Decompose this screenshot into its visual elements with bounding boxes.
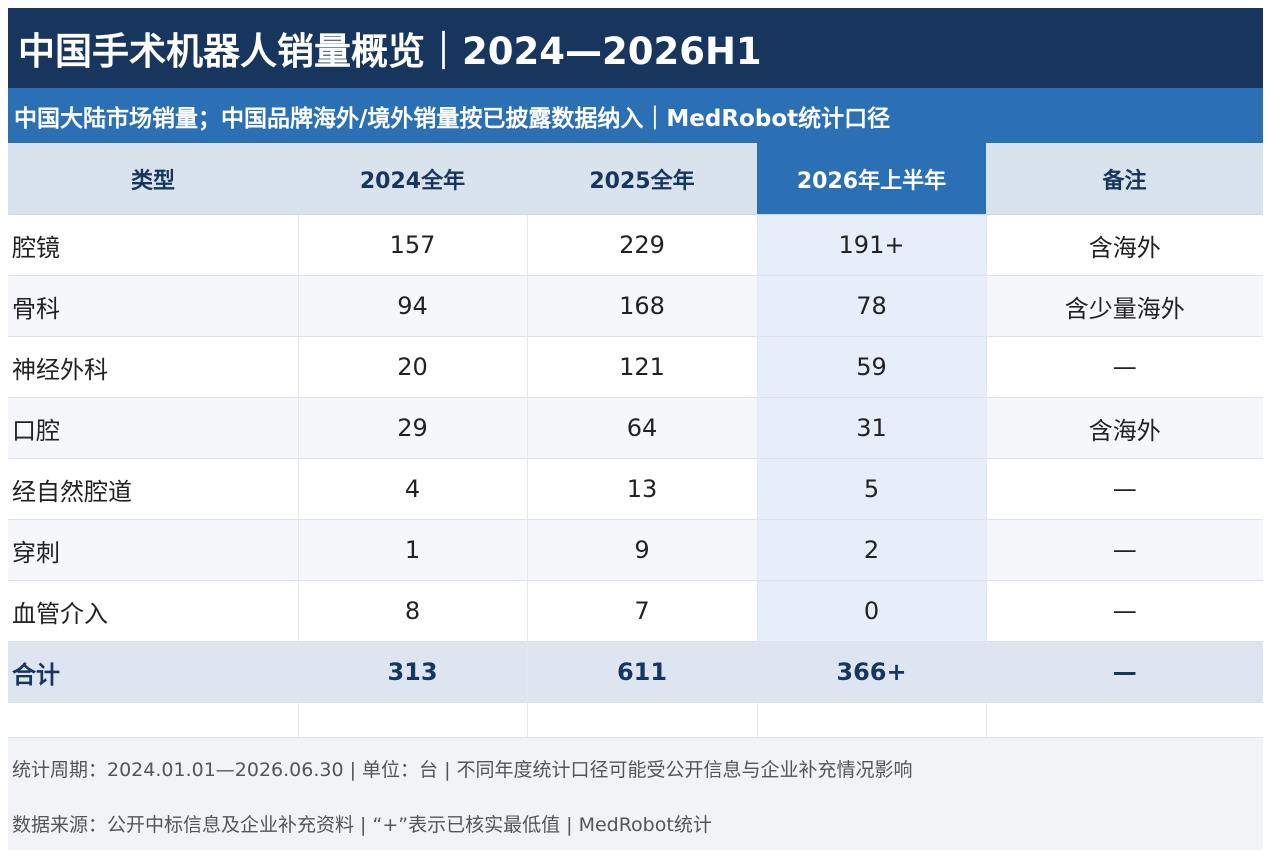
cell-2025: 229 [527, 214, 758, 276]
empty-cell [298, 702, 528, 738]
empty-cell [986, 702, 1263, 738]
cell-2024: 1 [298, 519, 528, 581]
empty-cell [8, 702, 299, 738]
cell-type: 穿刺 [8, 519, 299, 581]
cell-2025: 121 [527, 336, 758, 398]
empty-cell [527, 702, 758, 738]
page-subtitle: 中国大陆市场销量；中国品牌海外/境外销量按已披露数据纳入｜MedRobot统计口… [8, 88, 1263, 143]
cell-2025: 64 [527, 397, 758, 459]
cell-notes: — [986, 336, 1263, 398]
cell-notes: — [986, 580, 1263, 642]
cell-notes: — [986, 519, 1263, 581]
cell-2025: 9 [527, 519, 758, 581]
cell-2026h1: 0 [757, 580, 987, 642]
cell-2024: 94 [298, 275, 528, 337]
total-row: 合计 313 611 366+ — [8, 641, 1263, 703]
cell-2025: 13 [527, 458, 758, 520]
cell-2026h1: 78 [757, 275, 987, 337]
column-header-notes: 备注 [986, 143, 1263, 215]
total-2024: 313 [298, 641, 528, 703]
column-header-2026h1: 2026年上半年 [757, 143, 986, 215]
cell-type: 神经外科 [8, 336, 299, 398]
total-label: 合计 [8, 641, 299, 703]
total-2026h1: 366+ [757, 641, 987, 703]
sales-table: 类型 2024全年 2025全年 2026年上半年 备注 腔镜 157 229 … [8, 143, 1263, 738]
page-title: 中国手术机器人销量概览｜2024—2026H1 [8, 8, 1263, 88]
empty-cell [757, 702, 987, 738]
report-card: 中国手术机器人销量概览｜2024—2026H1 中国大陆市场销量；中国品牌海外/… [8, 8, 1263, 738]
table-row: 口腔 29 64 31 含海外 [8, 397, 1263, 459]
cell-2025: 7 [527, 580, 758, 642]
table-row: 神经外科 20 121 59 — [8, 336, 1263, 398]
table-row: 骨科 94 168 78 含少量海外 [8, 275, 1263, 337]
footer-source-note: 数据来源：公开中标信息及企业补充资料 | “+”表示已核实最低值 | MedRo… [12, 814, 712, 836]
table-row: 血管介入 8 7 0 — [8, 580, 1263, 642]
cell-notes: — [986, 458, 1263, 520]
cell-2025: 168 [527, 275, 758, 337]
column-header-2025: 2025全年 [527, 143, 757, 215]
cell-type: 骨科 [8, 275, 299, 337]
table-row: 穿刺 1 9 2 — [8, 519, 1263, 581]
cell-notes: 含少量海外 [986, 275, 1263, 337]
cell-2024: 157 [298, 214, 528, 276]
cell-notes: 含海外 [986, 397, 1263, 459]
cell-2026h1: 31 [757, 397, 987, 459]
cell-type: 血管介入 [8, 580, 299, 642]
cell-2024: 20 [298, 336, 528, 398]
cell-2026h1: 5 [757, 458, 987, 520]
cell-2024: 29 [298, 397, 528, 459]
cell-notes: 含海外 [986, 214, 1263, 276]
footer-notes: 统计周期：2024.01.01—2026.06.30 | 单位：台 | 不同年度… [8, 738, 1263, 850]
cell-2026h1: 59 [757, 336, 987, 398]
cell-2024: 8 [298, 580, 528, 642]
footer-period-note: 统计周期：2024.01.01—2026.06.30 | 单位：台 | 不同年度… [12, 759, 913, 781]
cell-type: 经自然腔道 [8, 458, 299, 520]
cell-2026h1: 191+ [757, 214, 987, 276]
column-header-type: 类型 [8, 143, 298, 215]
empty-row [8, 702, 1263, 738]
column-header-2024: 2024全年 [298, 143, 527, 215]
cell-type: 腔镜 [8, 214, 299, 276]
total-notes: — [986, 641, 1263, 703]
table-header-row: 类型 2024全年 2025全年 2026年上半年 备注 [8, 143, 1263, 215]
total-2025: 611 [527, 641, 758, 703]
cell-2026h1: 2 [757, 519, 987, 581]
table-row: 经自然腔道 4 13 5 — [8, 458, 1263, 520]
cell-2024: 4 [298, 458, 528, 520]
cell-type: 口腔 [8, 397, 299, 459]
table-row: 腔镜 157 229 191+ 含海外 [8, 214, 1263, 276]
